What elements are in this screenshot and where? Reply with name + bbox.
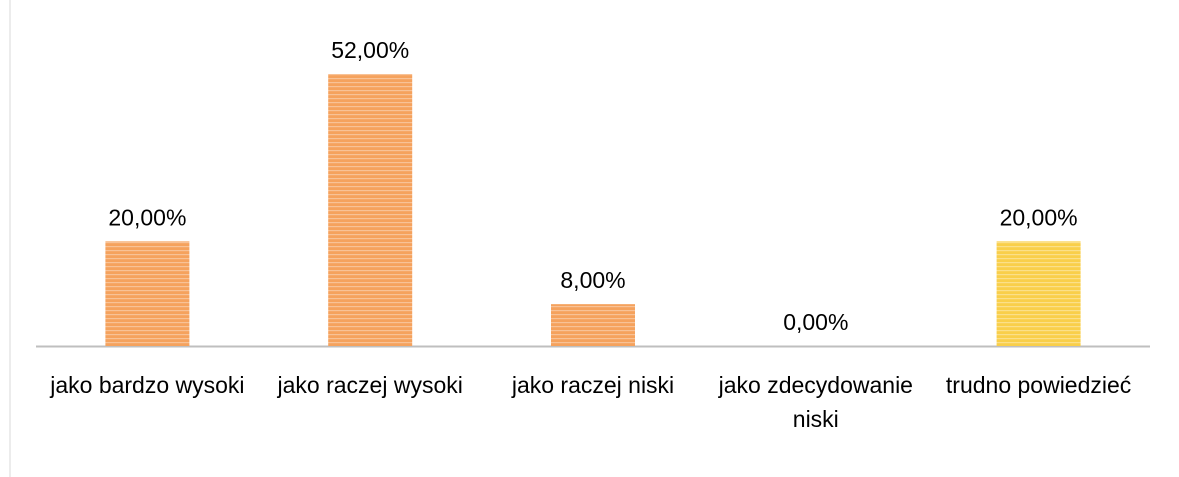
bar [105,241,190,346]
bar [996,241,1081,346]
value-label: 20,00% [108,204,186,230]
x-tick-label: jako raczej wysoki [277,372,463,398]
value-label: 0,00% [783,309,848,335]
value-label: 52,00% [331,37,409,63]
bar [551,304,635,346]
value-label: 20,00% [1000,204,1078,230]
x-tick-label: jako bardzo wysoki [50,372,245,398]
x-tick-label: jako raczej niski [511,372,675,398]
value-label: 8,00% [560,267,625,293]
bar [328,74,413,346]
x-tick-label: trudno powiedzieć [945,372,1132,398]
x-tick-label: jako zdecydowanie niski [718,372,913,432]
